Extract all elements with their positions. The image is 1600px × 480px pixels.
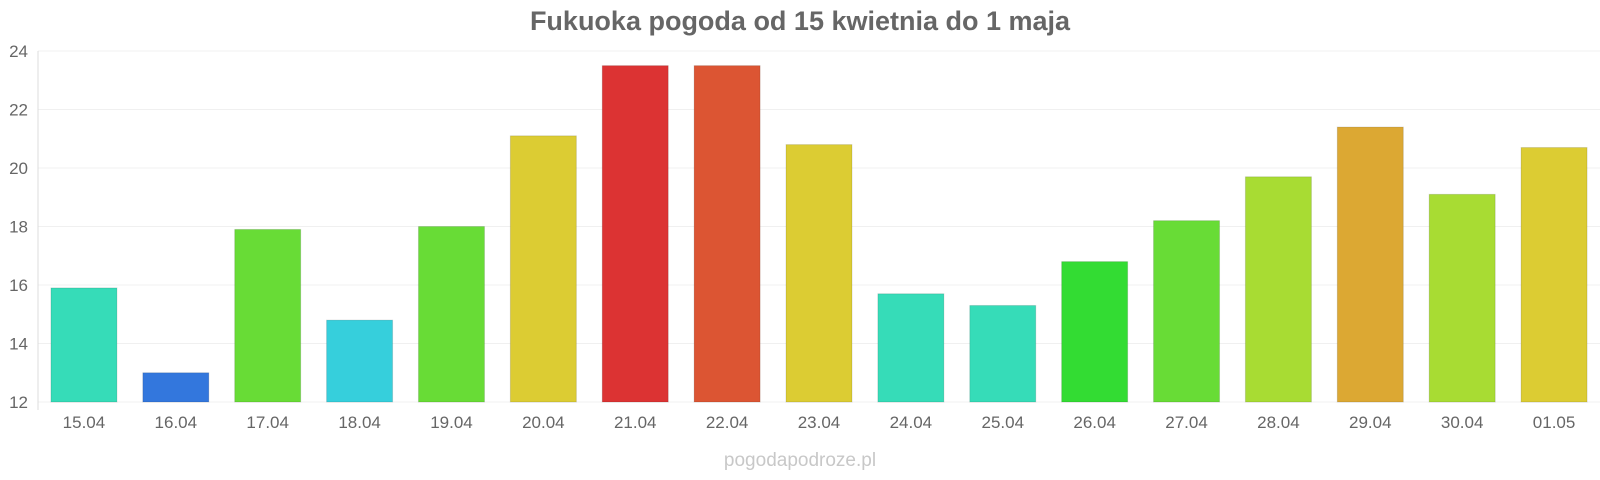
x-tick-label: 15.04 <box>63 413 106 432</box>
bar <box>1520 147 1588 403</box>
bars <box>50 65 1588 403</box>
y-tick-label: 16 <box>9 276 28 295</box>
bar <box>1153 220 1221 403</box>
bar <box>509 135 577 403</box>
x-tick-label: 19.04 <box>430 413 473 432</box>
x-tick-label: 28.04 <box>1257 413 1300 432</box>
x-tick-label: 01.05 <box>1533 413 1576 432</box>
bar <box>142 372 210 403</box>
chart-title: Fukuoka pogoda od 15 kwietnia do 1 maja <box>529 6 1071 36</box>
bar <box>1244 176 1312 403</box>
y-tick-label: 20 <box>9 159 28 178</box>
bar <box>693 65 761 403</box>
x-tick-label: 17.04 <box>246 413 289 432</box>
x-tick-label: 26.04 <box>1073 413 1116 432</box>
bar <box>1336 126 1404 403</box>
x-tick-label: 23.04 <box>798 413 841 432</box>
bar <box>326 319 394 403</box>
x-tick-label: 29.04 <box>1349 413 1392 432</box>
x-tick-label: 27.04 <box>1165 413 1208 432</box>
x-tick-label: 25.04 <box>981 413 1024 432</box>
y-tick-label: 24 <box>9 42 28 61</box>
x-tick-label: 24.04 <box>890 413 933 432</box>
bar <box>877 293 945 403</box>
x-tick-label: 22.04 <box>706 413 749 432</box>
axis-labels: 12 14 16 18 20 22 24 15.04 16.04 17.04 18.04 19.04 2… <box>9 42 1575 432</box>
x-tick-label: 21.04 <box>614 413 657 432</box>
bar <box>601 65 669 403</box>
x-tick-label: 16.04 <box>155 413 198 432</box>
bar <box>50 287 118 403</box>
y-tick-label: 14 <box>9 335 28 354</box>
y-tick-label: 12 <box>9 393 28 412</box>
bar <box>234 228 302 403</box>
y-tick-label: 22 <box>9 101 28 120</box>
bar <box>969 304 1037 403</box>
bar <box>1061 261 1129 403</box>
y-tick-label: 18 <box>9 218 28 237</box>
watermark: pogodapodroze.pl <box>723 450 877 471</box>
bar <box>785 144 853 403</box>
bar <box>1428 193 1496 403</box>
x-tick-label: 18.04 <box>338 413 381 432</box>
bar <box>417 226 485 403</box>
x-tick-label: 30.04 <box>1441 413 1484 432</box>
x-tick-label: 20.04 <box>522 413 565 432</box>
